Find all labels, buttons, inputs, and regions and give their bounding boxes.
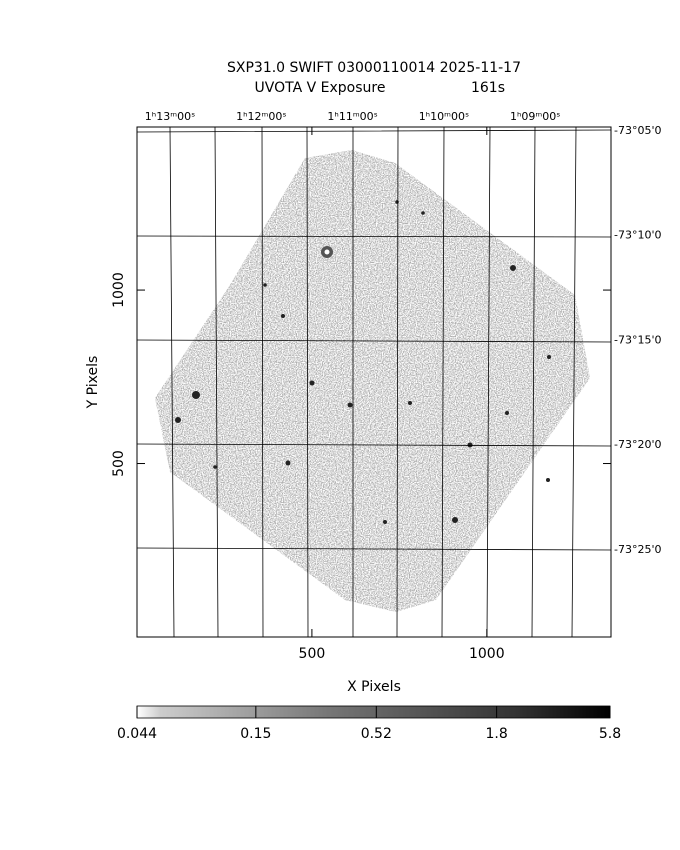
stars (175, 200, 551, 524)
colorbar (136, 705, 611, 719)
colorbar-tick-label: 0.15 (240, 726, 271, 742)
dec-label: -73°20'0 (614, 438, 662, 451)
x-axis-label: X Pixels (347, 679, 401, 695)
ra-label: 1ʰ12ᵐ00ˢ (236, 110, 286, 123)
x-tick-label: 1000 (469, 646, 505, 662)
chart-subtitle: UVOTA V Exposure (255, 80, 386, 96)
colorbar-tick-label: 5.8 (599, 726, 621, 742)
y-axis-label: Y Pixels (85, 356, 101, 410)
dec-label: -73°25'0 (614, 543, 662, 556)
colorbar-tick-label: 0.044 (117, 726, 157, 742)
image (155, 150, 590, 612)
ra-label: 1ʰ10ᵐ00ˢ (419, 110, 469, 123)
y-tick-label: 500 (111, 450, 127, 477)
dec-label: -73°15'0 (614, 333, 662, 346)
plot-frame (136, 126, 612, 638)
ra-label: 1ʰ11ᵐ00ˢ (327, 110, 377, 123)
colorbar-tick-label: 0.52 (361, 726, 392, 742)
chart-title: SXP31.0 SWIFT 03000110014 2025-11-17 (227, 60, 521, 76)
dec-label: -73°05'0 (614, 124, 662, 137)
exposure: 161s (471, 80, 505, 96)
coordinate-grid (136, 126, 612, 638)
dec-label: -73°10'0 (614, 229, 662, 242)
ra-label: 1ʰ13ᵐ00ˢ (145, 110, 195, 123)
exposure-image (155, 150, 590, 612)
y-tick-label: 1000 (111, 272, 127, 308)
colorbar-tick-label: 1.8 (485, 726, 507, 742)
ra-label: 1ʰ09ᵐ00ˢ (510, 110, 560, 123)
x-tick-label: 500 (299, 646, 326, 662)
